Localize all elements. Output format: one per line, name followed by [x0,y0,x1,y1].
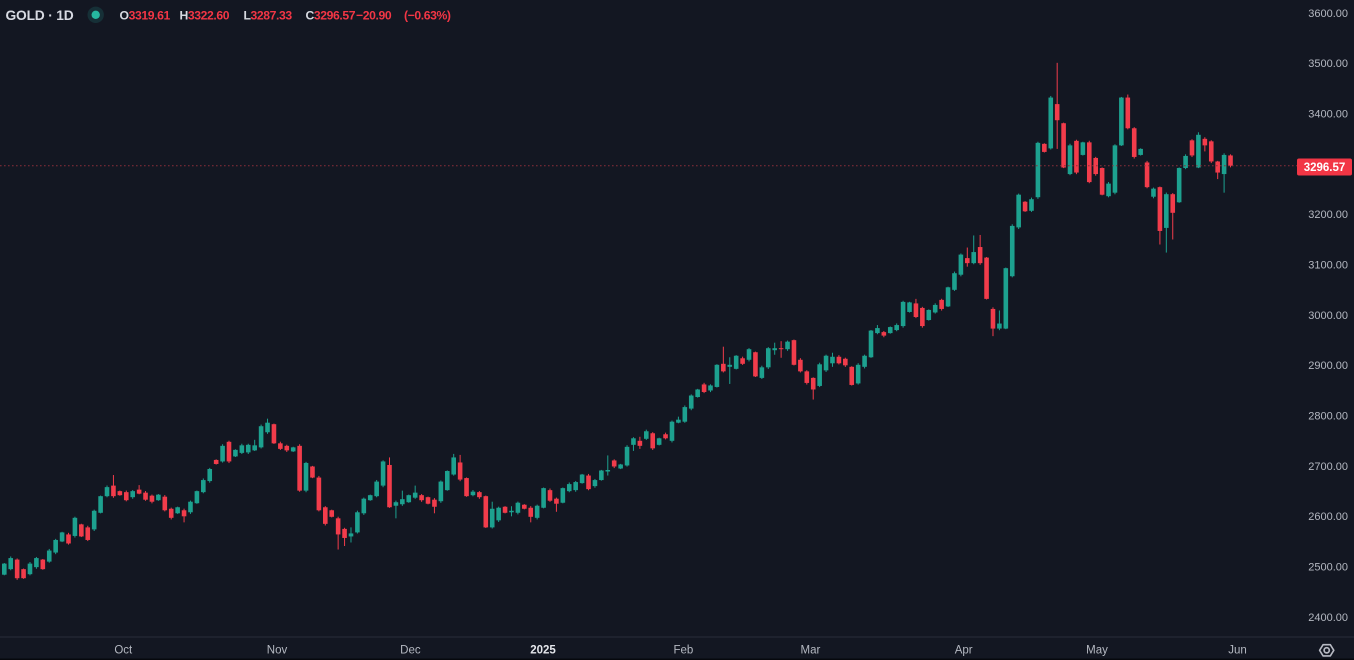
svg-text:−20.90: −20.90 [356,8,392,22]
svg-text:2900.00: 2900.00 [1308,360,1348,372]
svg-text:GOLD · 1D: GOLD · 1D [6,8,74,23]
svg-text:3400.00: 3400.00 [1308,109,1348,121]
svg-text:3200.00: 3200.00 [1308,209,1348,221]
svg-text:2025: 2025 [530,645,556,657]
svg-text:(−0.63%): (−0.63%) [404,8,451,22]
svg-text:2800.00: 2800.00 [1308,411,1348,423]
svg-text:3500.00: 3500.00 [1308,58,1348,70]
svg-text:3296.57: 3296.57 [1304,162,1346,174]
svg-text:C3296.57: C3296.57 [306,8,356,22]
svg-text:H3322.60: H3322.60 [180,8,230,22]
svg-text:May: May [1086,645,1108,657]
svg-text:Feb: Feb [673,645,693,657]
svg-text:Oct: Oct [114,645,133,657]
svg-text:Jun: Jun [1228,645,1247,657]
svg-text:2600.00: 2600.00 [1308,511,1348,523]
svg-text:3600.00: 3600.00 [1308,8,1348,20]
svg-text:2400.00: 2400.00 [1308,612,1348,624]
svg-text:3000.00: 3000.00 [1308,310,1348,322]
svg-text:Nov: Nov [267,645,288,657]
svg-text:2500.00: 2500.00 [1308,562,1348,574]
svg-text:Apr: Apr [955,645,973,657]
svg-text:Mar: Mar [800,645,820,657]
svg-text:2700.00: 2700.00 [1308,461,1348,473]
svg-text:Dec: Dec [400,645,421,657]
svg-text:3100.00: 3100.00 [1308,260,1348,272]
svg-text:O3319.61: O3319.61 [120,8,171,22]
svg-text:L3287.33: L3287.33 [244,8,293,22]
